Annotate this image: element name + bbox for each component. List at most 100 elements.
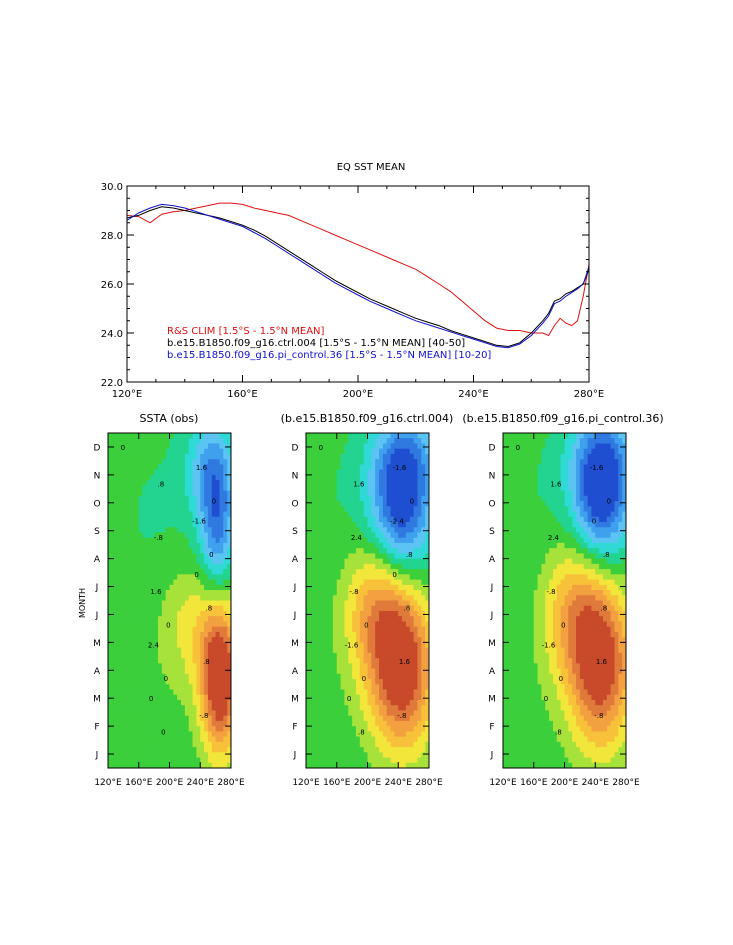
contour-cell (526, 490, 531, 497)
contour-cell (526, 569, 531, 575)
contour-cell (215, 694, 220, 701)
contour-cell (108, 610, 113, 617)
contour-cell (115, 631, 121, 638)
contour-cell (355, 647, 361, 654)
contour-cell (165, 684, 170, 690)
contour-cell (344, 542, 349, 549)
contour-cell (402, 469, 407, 476)
contour-cell (188, 485, 194, 492)
contour-cell (207, 762, 213, 769)
contour-cell (386, 726, 392, 732)
contour-cell (503, 715, 508, 722)
month-tick-label: A (292, 667, 299, 677)
contour-cell (367, 720, 372, 727)
contour-cell (522, 433, 527, 439)
contour-cell (181, 459, 186, 465)
contour-cell (359, 747, 365, 753)
contour-cell (150, 595, 155, 601)
contour-cell (332, 736, 338, 743)
contour-cell (127, 542, 132, 549)
contour-cell (169, 600, 174, 607)
contour-cell (306, 605, 311, 612)
contour-cell (184, 762, 190, 769)
contour-cell (138, 658, 144, 664)
contour-cell (204, 569, 209, 575)
contour-cell (161, 757, 167, 764)
contour-cell (313, 631, 319, 638)
contour-cell (215, 480, 220, 486)
contour-cell (336, 553, 342, 560)
contour-cell (340, 506, 345, 513)
contour-cell (173, 453, 178, 460)
contour-cell (142, 715, 147, 722)
contour-cell (161, 464, 167, 471)
contour-cell (332, 694, 338, 701)
lon-tick-label: 280°E (415, 778, 443, 788)
contour-cell (325, 752, 330, 759)
contour-cell (325, 511, 330, 518)
contour-cell (402, 679, 407, 685)
contour-cell (375, 663, 380, 670)
contour-cell (409, 563, 415, 570)
contour-cell (188, 563, 194, 570)
contour-cell (344, 637, 349, 643)
contour-cell (223, 464, 228, 471)
contour-cell (227, 527, 232, 533)
contour-cell (336, 626, 342, 633)
contour-cell (518, 438, 523, 444)
contour-cell (332, 495, 338, 502)
contour-cell (405, 563, 411, 570)
contour-cell (207, 569, 213, 575)
contour-cell (150, 705, 155, 711)
contour-cell (363, 757, 368, 764)
contour-cell (402, 652, 407, 659)
contour-cell (150, 715, 155, 722)
contour-cell (510, 720, 516, 727)
contour-cell (157, 720, 163, 727)
contour-cell (421, 574, 426, 581)
contour-cell (219, 668, 224, 675)
contour-cell (119, 726, 124, 732)
contour-cell (200, 595, 205, 601)
contour-cell (325, 647, 330, 654)
contour-cell (108, 516, 113, 523)
contour-cell (207, 699, 213, 706)
contour-cell (215, 747, 220, 753)
contour-cell (108, 616, 113, 622)
contour-cell (332, 699, 338, 706)
contour-cell (340, 762, 345, 769)
contour-cell (157, 464, 163, 471)
contour-cell (409, 757, 415, 764)
contour-cell (196, 762, 201, 769)
contour-cell (421, 579, 426, 586)
contour-cell (309, 548, 315, 554)
contour-cell (108, 757, 113, 764)
contour-cell (177, 495, 182, 502)
contour-cell (138, 710, 144, 717)
contour-cell (134, 715, 140, 722)
contour-cell (196, 569, 201, 575)
contour-cell (177, 631, 182, 638)
contour-cell (425, 684, 430, 690)
contour-cell (306, 752, 311, 759)
contour-cell (134, 668, 140, 675)
contour-cell (111, 647, 117, 654)
contour-cell (518, 501, 523, 507)
contour-cell (382, 590, 388, 596)
contour-cell (207, 652, 213, 659)
contour-cell (219, 752, 224, 759)
contour-cell (165, 762, 170, 769)
contour-cell (386, 480, 392, 486)
contour-cell (405, 485, 411, 492)
contour-cell (348, 694, 353, 701)
contour-cell (115, 600, 121, 607)
contour-cell (348, 679, 353, 685)
contour-cell (115, 642, 121, 649)
contour-cell (367, 569, 372, 575)
contour-cell (211, 616, 217, 622)
contour-cell (340, 726, 345, 732)
contour-cell (340, 631, 345, 638)
contour-cell (344, 563, 349, 570)
contour-cell (192, 506, 197, 513)
contour-cell (313, 621, 319, 628)
